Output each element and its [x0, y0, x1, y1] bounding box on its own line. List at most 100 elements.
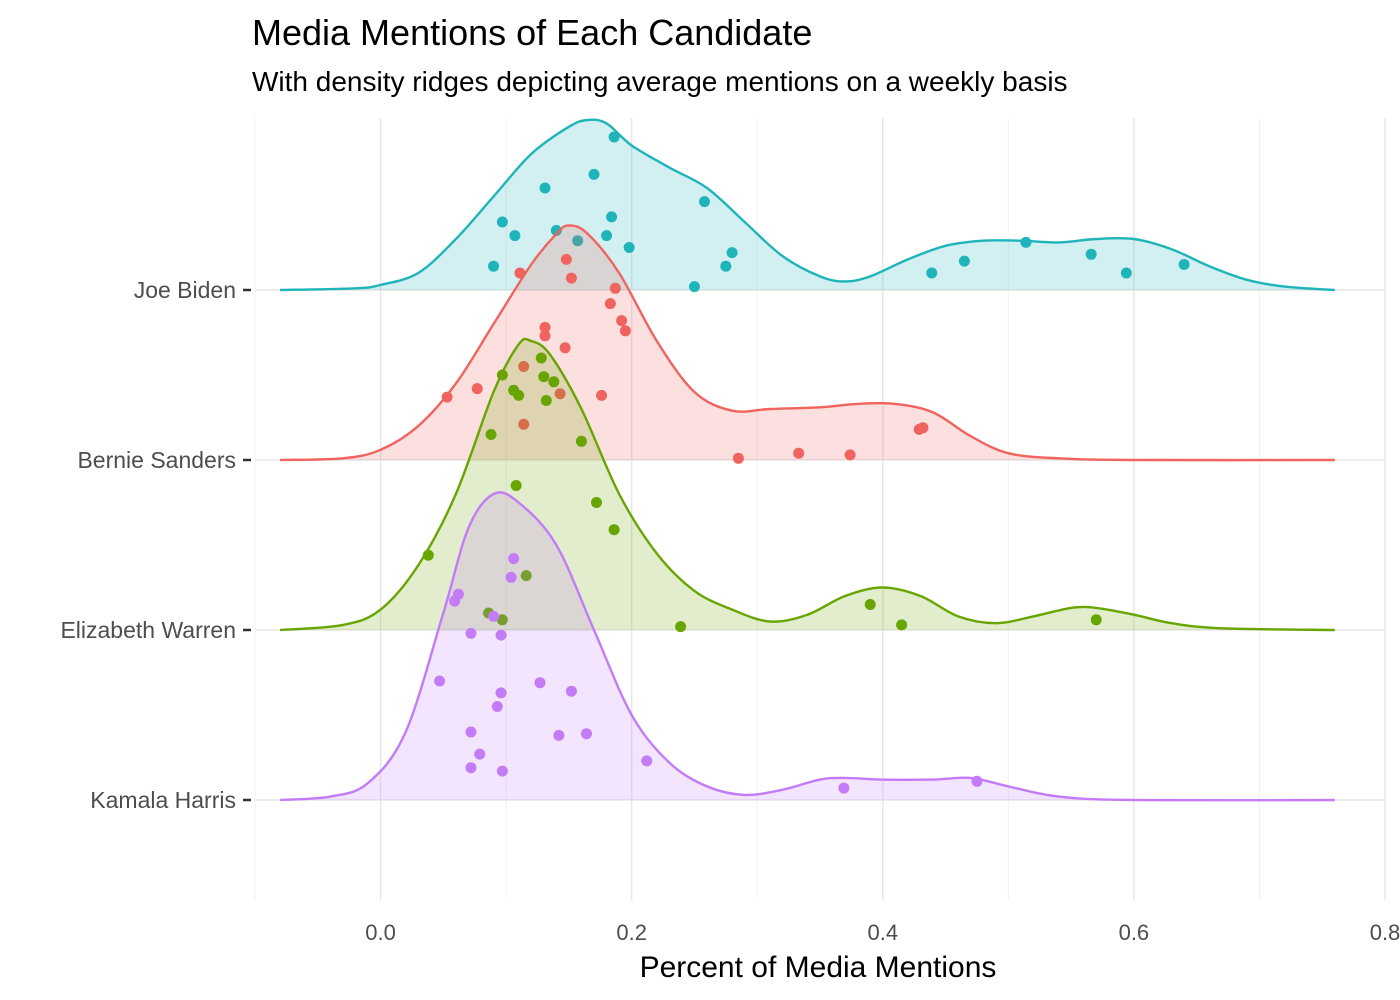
y-tick-label: Joe Biden: [134, 277, 236, 303]
data-point: [465, 627, 477, 639]
data-point: [560, 253, 572, 265]
data-point: [422, 549, 434, 561]
data-point: [548, 376, 560, 388]
data-point: [505, 571, 517, 583]
data-point: [601, 230, 613, 242]
data-point: [441, 391, 453, 403]
data-point: [1178, 259, 1190, 270]
x-tick-label: 0.8: [1370, 920, 1400, 945]
data-point: [550, 225, 562, 236]
data-point: [508, 553, 520, 565]
chart-title: Media Mentions of Each Candidate: [252, 12, 813, 53]
x-tick-label: 0.2: [616, 920, 647, 945]
y-tick-label: Kamala Harris: [90, 787, 236, 813]
x-tick-label: 0.6: [1119, 920, 1150, 945]
density-ridges: [280, 118, 1335, 802]
data-point: [917, 422, 929, 434]
ridge-line-joe-biden: [280, 118, 1335, 292]
data-point: [726, 247, 738, 259]
data-point: [518, 418, 530, 430]
data-point: [591, 497, 603, 508]
data-point: [896, 619, 908, 631]
data-point: [580, 728, 592, 740]
data-point: [838, 782, 850, 794]
data-point: [553, 729, 565, 741]
data-point: [539, 182, 551, 194]
data-point: [1120, 267, 1132, 279]
data-point: [540, 395, 552, 406]
data-point: [488, 260, 500, 272]
data-point: [538, 371, 550, 383]
ridge-area-joe-biden: [280, 119, 1335, 290]
data-point: [1090, 614, 1102, 626]
data-point: [495, 629, 507, 641]
data-point: [449, 595, 461, 607]
data-point: [971, 775, 983, 787]
data-point: [496, 369, 508, 381]
data-point: [1020, 236, 1032, 248]
data-point: [495, 687, 507, 699]
data-point: [619, 325, 631, 337]
ridge-area-elizabeth-warren: [280, 338, 1335, 630]
data-point: [434, 675, 446, 687]
data-point: [604, 298, 616, 310]
data-point: [510, 480, 522, 491]
data-point: [465, 762, 477, 774]
data-point: [496, 765, 508, 777]
data-point: [514, 267, 526, 279]
y-tick-label: Bernie Sanders: [77, 447, 236, 473]
x-tick-label: 0.0: [365, 920, 396, 945]
data-point: [1085, 248, 1097, 260]
data-point: [565, 685, 577, 697]
data-point: [485, 429, 497, 440]
data-point: [518, 361, 530, 372]
data-point: [491, 701, 503, 712]
grid-lines: [254, 118, 1386, 900]
data-point: [496, 216, 508, 228]
data-point: [588, 168, 600, 180]
data-point: [608, 131, 620, 143]
data-point: [565, 272, 577, 284]
data-point: [623, 242, 635, 253]
data-point: [609, 282, 621, 294]
data-point: [513, 389, 525, 401]
data-point: [864, 599, 876, 610]
data-point: [496, 614, 508, 626]
data-point: [509, 230, 521, 242]
data-point: [465, 726, 477, 738]
data-point: [793, 447, 805, 459]
data-point: [844, 449, 856, 461]
data-point: [554, 388, 566, 400]
data-point: [520, 570, 532, 582]
data-point: [559, 342, 571, 354]
data-point: [958, 255, 970, 267]
data-point: [575, 435, 587, 447]
x-tick-label: 0.4: [867, 920, 898, 945]
data-point: [606, 211, 618, 223]
data-point: [616, 315, 628, 327]
data-point: [926, 267, 938, 279]
data-point: [596, 389, 608, 401]
data-point: [534, 677, 546, 689]
data-point: [698, 196, 710, 208]
ridge-line-elizabeth-warren: [280, 337, 1335, 632]
data-point: [488, 610, 500, 622]
axes: 0.0 0.2 0.4 0.6 0.8 Joe Biden Bernie Sanders El…: [60, 277, 1400, 945]
data-point: [471, 383, 483, 395]
data-point: [608, 524, 620, 536]
chart-subtitle: With density ridges depicting average me…: [252, 66, 1068, 97]
data-point: [675, 621, 687, 633]
data-point: [720, 260, 732, 272]
ridge-line-kamala-harris: [280, 491, 1335, 802]
data-point: [539, 330, 551, 342]
ridge-area-kamala-harris: [280, 492, 1335, 801]
y-tick-label: Elizabeth Warren: [60, 617, 236, 643]
data-point: [572, 235, 584, 247]
data-point: [474, 748, 486, 760]
data-point: [641, 755, 653, 767]
data-point: [688, 281, 700, 293]
x-axis-label: Percent of Media Mentions: [640, 951, 997, 984]
ridge-line-bernie-sanders: [280, 224, 1335, 462]
